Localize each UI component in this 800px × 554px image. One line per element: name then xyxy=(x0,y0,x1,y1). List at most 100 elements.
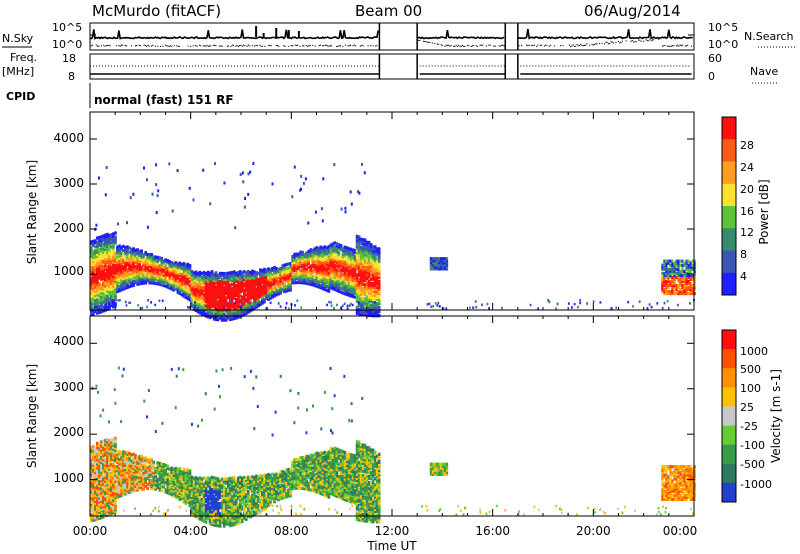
heatmap-cell xyxy=(243,205,246,209)
heatmap-cell xyxy=(180,283,184,287)
heatmap-cell xyxy=(351,258,355,262)
heatmap-cell xyxy=(190,481,194,485)
n-search-point xyxy=(276,45,279,47)
heatmap-cell xyxy=(331,285,335,289)
heatmap-cell xyxy=(94,257,97,261)
heatmap-cell xyxy=(132,483,135,487)
heatmap-cell xyxy=(295,252,299,256)
heatmap-cell xyxy=(329,271,333,276)
heatmap-cell xyxy=(343,271,347,276)
heatmap-cell xyxy=(265,278,268,282)
heatmap-cell xyxy=(196,497,200,501)
heatmap-cell xyxy=(162,465,166,469)
heatmap-cell xyxy=(671,277,674,281)
heatmap-cell xyxy=(188,498,192,502)
heatmap-cell xyxy=(90,494,93,498)
heatmap-cell xyxy=(303,269,307,273)
heatmap-cell xyxy=(186,293,190,297)
n-search-point xyxy=(577,45,579,47)
heatmap-cell xyxy=(277,302,280,305)
n-search-point xyxy=(115,45,117,47)
heatmap-cell xyxy=(220,286,224,290)
heatmap-cell xyxy=(357,259,361,263)
heatmap-cell xyxy=(112,291,115,295)
heatmap-cell xyxy=(351,268,355,272)
heatmap-cell xyxy=(168,274,172,278)
heatmap-cell xyxy=(210,290,214,294)
heatmap-cell xyxy=(267,281,270,285)
heatmap-cell xyxy=(289,272,292,276)
power-colorbar xyxy=(721,116,737,296)
heatmap-cell xyxy=(675,271,678,275)
n-search-point xyxy=(95,44,97,46)
heatmap-cell xyxy=(675,267,678,271)
heatmap-cell xyxy=(341,291,345,295)
heatmap-cell xyxy=(162,481,166,485)
heatmap-cell xyxy=(202,313,206,317)
heatmap-cell xyxy=(365,273,369,277)
heatmap-cell xyxy=(333,287,337,292)
heatmap-cell xyxy=(253,286,256,290)
heatmap-cell xyxy=(365,256,369,261)
heatmap-cell xyxy=(184,468,188,473)
heatmap-cell xyxy=(369,291,373,295)
heatmap-cell xyxy=(134,279,137,283)
heatmap-cell xyxy=(156,270,160,274)
heatmap-cell xyxy=(335,278,339,282)
heatmap-cell xyxy=(98,473,101,477)
heatmap-cell xyxy=(164,276,168,280)
n-search-point xyxy=(536,45,538,48)
heatmap-cell xyxy=(128,264,131,268)
heatmap-cell xyxy=(196,275,200,279)
heatmap-cell xyxy=(373,281,377,285)
heatmap-cell xyxy=(300,187,302,191)
heatmap-cell xyxy=(136,457,139,461)
heatmap-cell xyxy=(375,291,379,296)
heatmap-cell xyxy=(156,467,160,471)
heatmap-cell xyxy=(683,285,686,290)
heatmap-cell xyxy=(285,267,288,271)
heatmap-cell xyxy=(152,277,156,281)
heatmap-cell xyxy=(230,277,234,281)
heatmap-cell xyxy=(257,302,260,306)
heatmap-cell xyxy=(194,302,198,307)
heatmap-cell xyxy=(663,265,666,269)
heatmap-cell xyxy=(94,489,97,493)
heatmap-cell xyxy=(168,486,172,490)
heatmap-cell xyxy=(371,291,375,295)
n-search-point xyxy=(362,45,364,47)
heatmap-cell xyxy=(355,309,359,313)
heatmap-cell xyxy=(369,269,373,273)
heatmap-cell xyxy=(255,301,258,305)
heatmap-cell xyxy=(174,479,178,483)
heatmap-cell xyxy=(346,304,349,308)
n-search-point xyxy=(668,45,670,47)
heatmap-cell xyxy=(665,261,668,265)
heatmap-cell xyxy=(150,267,154,271)
heatmap-cell xyxy=(106,265,109,269)
heatmap-cell xyxy=(154,479,158,483)
heatmap-cell xyxy=(160,271,164,275)
heatmap-cell xyxy=(120,257,123,261)
heatmap-cell xyxy=(162,477,166,481)
heatmap-cell xyxy=(106,240,109,245)
heatmap-cell xyxy=(108,248,111,252)
heatmap-cell xyxy=(375,263,379,267)
heatmap-cell xyxy=(371,303,375,308)
heatmap-cell xyxy=(106,454,109,458)
heatmap-cell xyxy=(134,480,137,484)
heatmap-cell xyxy=(206,303,210,307)
heatmap-cell xyxy=(267,277,270,281)
heatmap-cell xyxy=(138,276,141,280)
heatmap-cell xyxy=(186,262,190,266)
heatmap-cell xyxy=(124,258,127,262)
heatmap-cell xyxy=(94,491,97,495)
heatmap-cell xyxy=(108,472,111,476)
heatmap-cell xyxy=(347,275,351,279)
heatmap-cell xyxy=(192,307,196,311)
heatmap-cell xyxy=(681,279,684,284)
heatmap-cell xyxy=(94,305,96,309)
heatmap-cell xyxy=(98,268,101,272)
heatmap-cell xyxy=(142,257,145,261)
heatmap-cell xyxy=(170,273,174,277)
